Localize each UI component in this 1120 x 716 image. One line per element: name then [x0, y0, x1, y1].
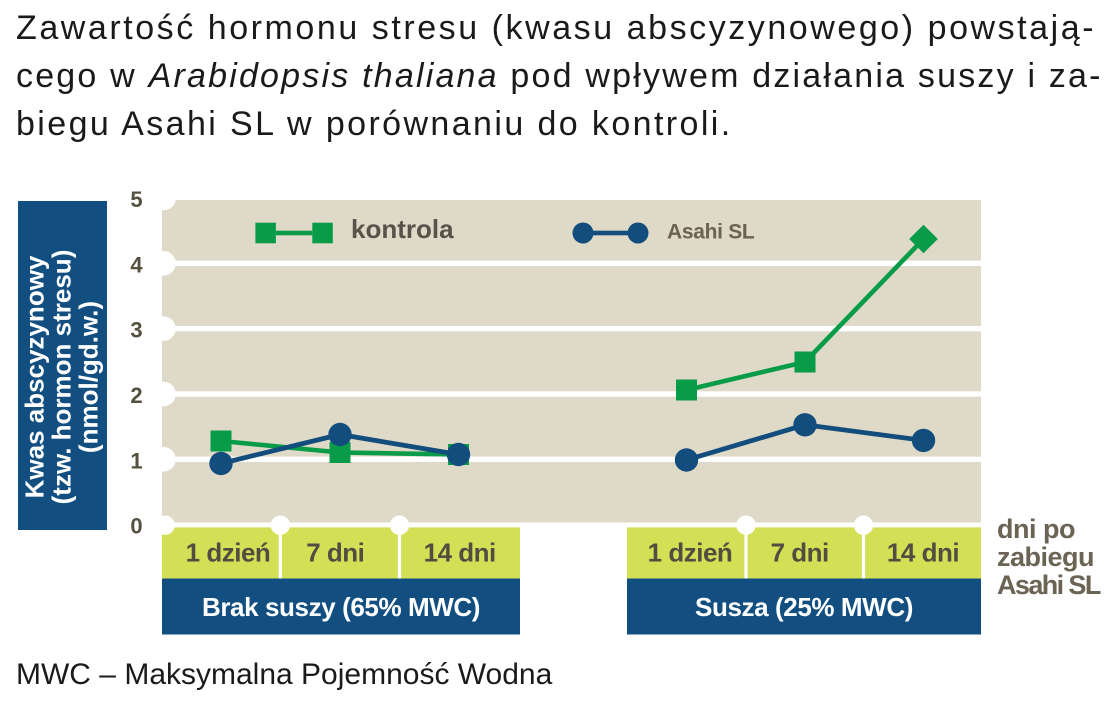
svg-text:4: 4	[130, 252, 143, 277]
svg-text:3: 3	[130, 318, 142, 343]
svg-text:5: 5	[130, 187, 142, 212]
svg-text:2: 2	[130, 383, 142, 408]
svg-text:Asahi SL: Asahi SL	[667, 221, 755, 244]
svg-text:Brak suszy (65% MWC): Brak suszy (65% MWC)	[202, 592, 480, 622]
svg-text:(tzw. hormon stresu): (tzw. hormon stresu)	[47, 250, 77, 505]
svg-text:kontrola: kontrola	[351, 214, 454, 244]
svg-text:14 dni: 14 dni	[887, 538, 959, 568]
svg-text:0: 0	[130, 514, 142, 539]
svg-text:1: 1	[130, 448, 142, 473]
svg-text:1 dzień: 1 dzień	[648, 538, 733, 568]
svg-text:(nmol/gd.w.): (nmol/gd.w.)	[74, 301, 104, 453]
svg-text:7 dni: 7 dni	[306, 538, 364, 568]
svg-text:7 dni: 7 dni	[771, 538, 829, 568]
svg-text:14 dni: 14 dni	[424, 538, 496, 568]
svg-text:Susza (25% MWC): Susza (25% MWC)	[695, 592, 913, 622]
svg-text:Kwas abscyzynowy: Kwas abscyzynowy	[20, 255, 50, 498]
svg-text:1 dzień: 1 dzień	[186, 538, 271, 568]
